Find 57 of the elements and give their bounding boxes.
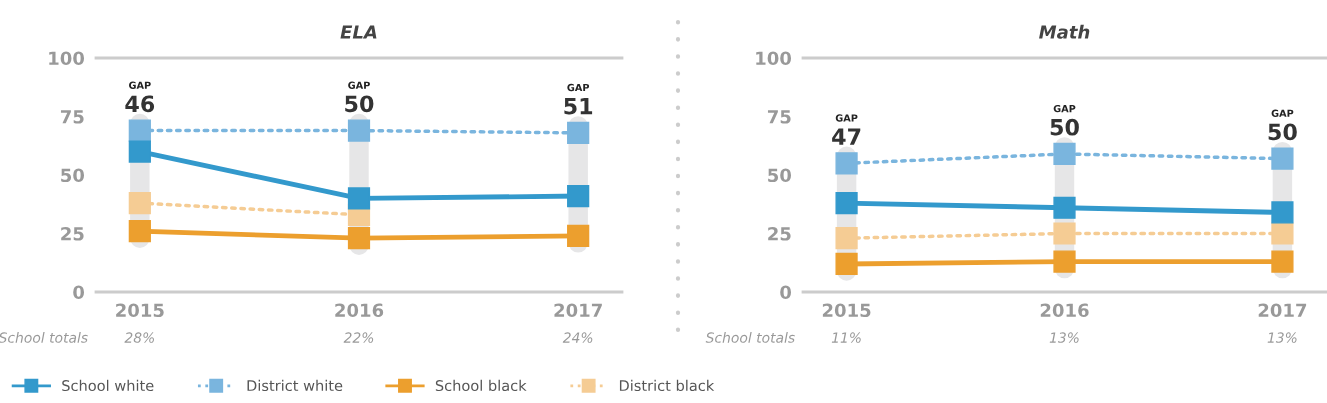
y-tick-label: 100 xyxy=(756,51,792,66)
point xyxy=(1053,222,1076,245)
chart-title: ELA xyxy=(340,25,377,39)
y-tick-label: 75 xyxy=(767,110,791,124)
point xyxy=(1053,250,1076,273)
x-tick-label: 2015 xyxy=(822,303,871,318)
point xyxy=(347,227,371,250)
text: 22% xyxy=(343,332,374,343)
point xyxy=(835,252,858,276)
point xyxy=(1271,250,1294,273)
y-tick-label: 25 xyxy=(768,226,791,241)
x-tick-label: 2016 xyxy=(335,303,384,318)
y-tick-label: 75 xyxy=(60,110,84,124)
legend-label: District white xyxy=(247,379,343,392)
point xyxy=(567,121,590,144)
annotation: GAP 50 xyxy=(1268,109,1297,141)
annotation: GAP 46 xyxy=(125,81,155,113)
text: 28% xyxy=(124,332,154,343)
text: School totals xyxy=(705,332,795,343)
point xyxy=(1271,222,1294,245)
legend-label: School black xyxy=(435,379,527,392)
point xyxy=(567,224,590,247)
y-tick-label: 50 xyxy=(61,168,85,183)
point xyxy=(835,227,858,250)
point xyxy=(128,140,151,163)
annotation: GAP 51 xyxy=(564,83,593,115)
point xyxy=(1053,196,1076,219)
y-tick-label: 0 xyxy=(73,285,85,300)
text: 11% xyxy=(831,332,861,343)
point xyxy=(1271,147,1294,170)
x-tick-label: 2015 xyxy=(116,303,164,318)
y-tick-label: 0 xyxy=(780,285,792,300)
point xyxy=(347,187,371,210)
point xyxy=(128,119,151,142)
point xyxy=(1053,142,1076,166)
point xyxy=(128,220,151,243)
annotation: GAP 50 xyxy=(1050,104,1079,136)
text: 13% xyxy=(1049,332,1079,343)
x-tick-label: 2017 xyxy=(1258,303,1307,318)
x-tick-label: 2017 xyxy=(554,303,602,318)
point xyxy=(567,184,590,208)
point xyxy=(347,119,371,142)
point xyxy=(835,191,858,215)
point xyxy=(128,191,151,215)
y-tick-label: 50 xyxy=(768,168,792,183)
text: 24% xyxy=(562,332,593,343)
chart-title: Math xyxy=(1039,24,1090,39)
point xyxy=(1271,201,1294,224)
annotation: GAP 47 xyxy=(832,114,861,145)
annotation: GAP 50 xyxy=(345,81,374,113)
y-tick-label: 100 xyxy=(49,51,85,66)
x-tick-label: 2016 xyxy=(1040,303,1089,318)
text: 13% xyxy=(1267,332,1297,343)
legend-label: School white xyxy=(62,379,154,392)
legend-label: District black xyxy=(619,379,715,392)
y-tick-label: 25 xyxy=(61,226,84,241)
point xyxy=(835,152,858,175)
